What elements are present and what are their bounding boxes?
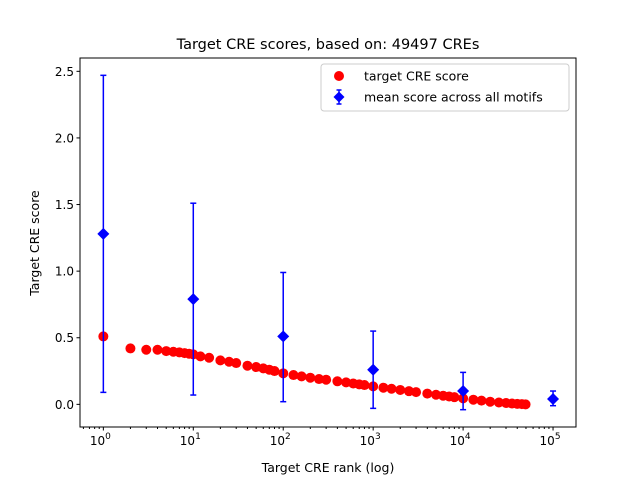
legend-box bbox=[320, 63, 570, 112]
target-cre-score-point bbox=[476, 395, 487, 406]
mean-score-point bbox=[187, 293, 200, 306]
legend-marker-target-cre-score bbox=[334, 71, 344, 81]
target-cre-score-point bbox=[231, 358, 242, 369]
y-tick-label: 0.5 bbox=[55, 331, 74, 345]
x-axis-label: Target CRE rank (log) bbox=[261, 460, 395, 475]
y-tick-label: 1.5 bbox=[55, 198, 74, 212]
mean-score-point bbox=[547, 393, 560, 406]
legend-label-mean-score: mean score across all motifs bbox=[364, 90, 543, 105]
target-cre-score-point bbox=[141, 344, 152, 355]
legend-label-target-cre-score: target CRE score bbox=[364, 69, 469, 84]
x-tick-label: 104 bbox=[450, 432, 471, 448]
mean-score-point bbox=[277, 330, 290, 343]
x-tick-label: 105 bbox=[540, 432, 561, 448]
target-cre-score-point bbox=[215, 355, 226, 366]
x-tick-label: 102 bbox=[270, 432, 291, 448]
target-cre-score-point bbox=[378, 382, 389, 393]
target-cre-score-point bbox=[125, 343, 136, 354]
target-cre-score-point bbox=[269, 366, 280, 377]
target-cre-score-point bbox=[493, 397, 504, 408]
target-cre-score-point bbox=[395, 384, 406, 395]
x-tick-label: 101 bbox=[180, 432, 201, 448]
target-cre-score-point bbox=[359, 380, 370, 391]
target-cre-score-point bbox=[305, 372, 316, 383]
target-cre-score-point bbox=[468, 394, 479, 405]
x-tick-label: 103 bbox=[360, 432, 381, 448]
target-cre-score-point bbox=[204, 352, 215, 363]
target-cre-score-point bbox=[449, 392, 460, 403]
mean-score-point bbox=[367, 363, 380, 376]
target-cre-score-point bbox=[520, 399, 531, 410]
x-tick-label: 100 bbox=[90, 432, 111, 448]
target-cre-score-point bbox=[321, 374, 332, 385]
mean-score-point bbox=[457, 385, 470, 398]
y-tick-label: 2.0 bbox=[55, 131, 74, 145]
target-cre-score-point bbox=[422, 388, 433, 399]
mean-score-point bbox=[97, 227, 110, 240]
target-cre-score-point bbox=[242, 360, 253, 371]
target-cre-score-point bbox=[152, 344, 163, 355]
y-tick-label: 0.0 bbox=[55, 398, 74, 412]
legend-marker-mean-score bbox=[333, 89, 345, 105]
y-tick-label: 1.0 bbox=[55, 265, 74, 279]
target-cre-score-point bbox=[296, 371, 307, 382]
axis-ticks: 0.0 0.5 1.0 1.5 2.0 2.5 100 101 102 103 104 105 bbox=[55, 65, 561, 448]
chart-title: Target CRE scores, based on: 49497 CREs bbox=[176, 37, 480, 53]
target-cre-score-point bbox=[485, 396, 496, 407]
legend: target CRE score mean score across all m… bbox=[320, 63, 570, 112]
axes-frame bbox=[79, 57, 577, 428]
target-cre-score-point bbox=[386, 383, 397, 394]
target-cre-score-point bbox=[332, 376, 343, 387]
y-axis-label: Target CRE score bbox=[27, 190, 42, 297]
target-cre-score-point bbox=[411, 387, 422, 398]
target-cre-score-point bbox=[288, 370, 299, 381]
y-tick-label: 2.5 bbox=[55, 65, 74, 79]
target-cre-score-point bbox=[195, 351, 206, 362]
plot-marks bbox=[97, 74, 560, 411]
